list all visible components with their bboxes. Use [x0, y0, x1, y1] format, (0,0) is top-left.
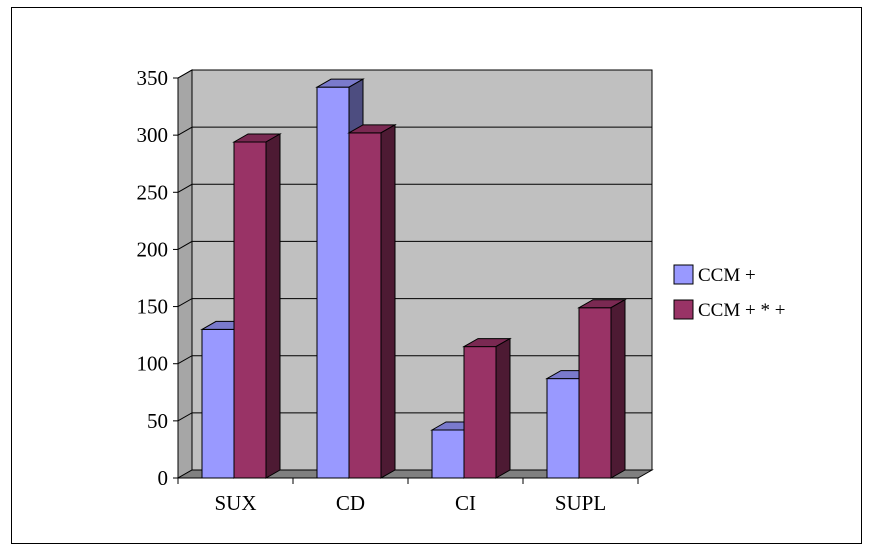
gridline: [177, 69, 652, 79]
bar-front: [316, 86, 350, 479]
bar-side: [610, 298, 626, 479]
gridline: [177, 298, 652, 308]
legend-item-2: CCM + * +: [673, 299, 785, 321]
y-tick-label: 50: [147, 409, 168, 433]
bar-supl-series-2: [577, 298, 627, 479]
bar-ci-series-2: [462, 337, 512, 479]
x-tick-label: CI: [455, 491, 476, 515]
bar-side: [380, 123, 396, 479]
legend-swatch: [673, 299, 694, 320]
gridline: [177, 240, 652, 250]
legend-swatch: [673, 264, 694, 285]
y-tick-label: 200: [137, 237, 169, 261]
bar-front: [233, 141, 267, 479]
x-tick-label: SUX: [214, 491, 256, 515]
y-tick-label: 150: [137, 295, 169, 319]
bar-front: [201, 328, 235, 479]
x-tick-label: CD: [336, 491, 365, 515]
legend-label: CCM +: [698, 265, 756, 286]
bar-side: [265, 133, 281, 479]
gridline: [177, 183, 652, 193]
bar-side: [495, 337, 511, 479]
legend-item-1: CCM +: [673, 264, 756, 286]
legend-label: CCM + * +: [698, 300, 785, 321]
bar-front: [546, 378, 580, 479]
gridline: [177, 126, 652, 136]
y-tick-label: 100: [137, 352, 169, 376]
bar-front: [431, 429, 465, 479]
y-tick-label: 0: [158, 466, 169, 490]
bar-front: [348, 132, 382, 479]
bar-front: [463, 346, 497, 479]
y-tick-label: 250: [137, 180, 169, 204]
bar-cd-series-2: [347, 123, 397, 479]
x-tick-label: SUPL: [555, 491, 606, 515]
bar-sux-series-2: [232, 133, 282, 479]
bar-front: [578, 307, 612, 479]
y-tick-label: 300: [137, 123, 169, 147]
y-tick-label: 350: [137, 66, 169, 90]
